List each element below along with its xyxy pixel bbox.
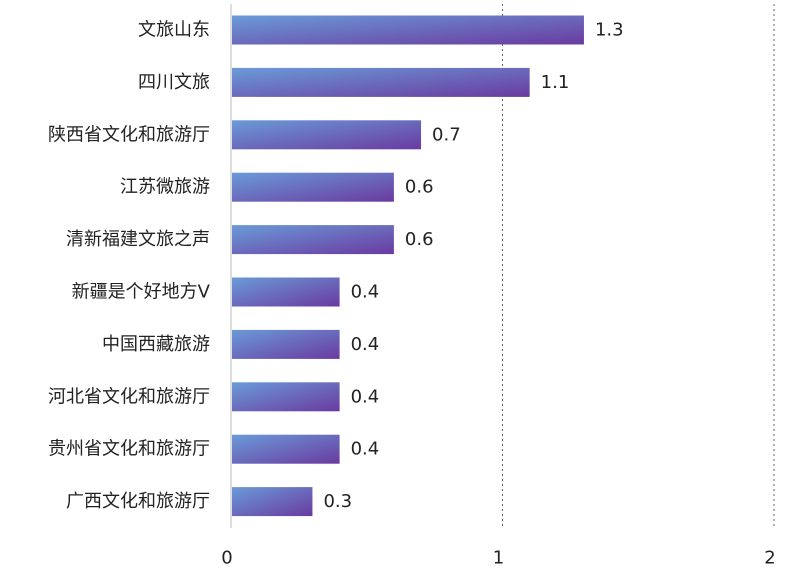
bar-2 (232, 120, 422, 150)
x-tick-label-2: 2 (764, 548, 775, 569)
value-label-3: 0.6 (405, 177, 434, 198)
x-tick-labels: 0 1 2 (221, 548, 775, 569)
value-label-4: 0.6 (405, 229, 434, 250)
bar-5 (232, 277, 340, 307)
category-label-1: 四川文旅 (138, 72, 210, 93)
x-tick-label-1: 1 (493, 548, 504, 569)
bar-4 (232, 225, 394, 255)
value-label-0: 1.3 (595, 20, 624, 41)
bar-0 (232, 15, 584, 45)
value-label-1: 1.1 (541, 72, 570, 93)
value-label-5: 0.4 (351, 282, 380, 303)
category-label-7: 河北省文化和旅游厅 (48, 386, 210, 407)
category-label-5: 新疆是个好地方V (72, 282, 211, 303)
bar-1 (232, 67, 530, 97)
value-label-2: 0.7 (432, 124, 461, 145)
value-label-9: 0.3 (323, 491, 352, 512)
bars (232, 15, 584, 517)
x-tick-label-0: 0 (221, 548, 232, 569)
category-label-4: 清新福建文旅之声 (66, 229, 210, 250)
bar-8 (232, 434, 340, 464)
value-label-8: 0.4 (351, 439, 380, 460)
value-labels: 1.3 1.1 0.7 0.6 0.6 0.4 0.4 0.4 0.4 0.3 (323, 20, 623, 513)
category-label-8: 贵州省文化和旅游厅 (48, 439, 210, 460)
category-label-9: 广西文化和旅游厅 (66, 491, 210, 512)
bar-9 (232, 487, 313, 517)
category-label-3: 江苏微旅游 (120, 177, 210, 198)
category-label-0: 文旅山东 (138, 20, 210, 41)
grid-lines (502, 4, 775, 528)
category-label-6: 中国西藏旅游 (102, 334, 210, 355)
value-label-7: 0.4 (351, 386, 380, 407)
bar-7 (232, 382, 340, 412)
bar-3 (232, 172, 394, 202)
bar-6 (232, 329, 340, 359)
category-label-2: 陕西省文化和旅游厅 (48, 124, 210, 145)
value-label-6: 0.4 (351, 334, 380, 355)
